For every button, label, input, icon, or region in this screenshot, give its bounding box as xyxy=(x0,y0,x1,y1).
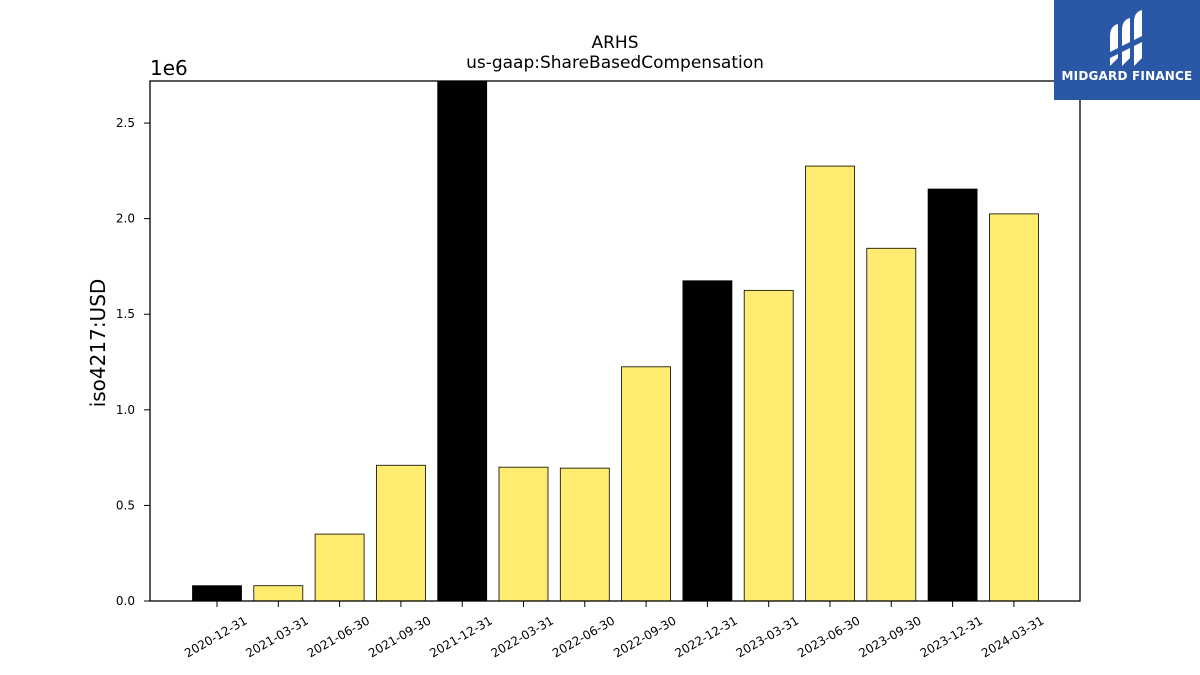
y-tick-label: 2.0 xyxy=(116,212,135,226)
x-tick-label: 2022-09-30 xyxy=(611,613,678,660)
bar-2022-09-30 xyxy=(621,366,671,602)
y-axis-label: iso4217:USD xyxy=(86,279,110,408)
bar-2022-03-31 xyxy=(498,466,549,602)
bar-2023-03-31 xyxy=(743,289,794,602)
midgard-logo-icon xyxy=(1110,10,1142,66)
bars-group xyxy=(192,80,1039,602)
y-tick-label: 0.0 xyxy=(116,594,135,608)
x-tick-label: 2023-06-30 xyxy=(795,613,862,660)
bar-2021-09-30 xyxy=(375,464,426,602)
logo-text: MIDGARD FINANCE xyxy=(1061,69,1193,83)
x-tick-label: 2022-06-30 xyxy=(550,613,617,660)
y-tick-label: 1.5 xyxy=(116,307,135,321)
midgard-finance-logo: MIDGARD FINANCE xyxy=(1054,0,1200,100)
x-tick-label: 2022-12-31 xyxy=(672,613,739,660)
bar-2021-03-31 xyxy=(253,585,304,602)
bar-2020-12-31 xyxy=(192,585,242,602)
x-tick-label: 2023-03-31 xyxy=(734,613,801,660)
bar-2022-12-31 xyxy=(682,280,733,602)
x-tick-label: 2021-12-31 xyxy=(427,613,494,660)
bar-2023-09-30 xyxy=(866,247,917,602)
x-tick-label: 2023-12-31 xyxy=(918,613,985,660)
y-ticks-group: 0.0 0.5 1.0 1.5 2.0 2.5 xyxy=(116,116,150,608)
chart-title: ARHS xyxy=(591,33,638,53)
bar-2021-12-31 xyxy=(437,80,488,602)
bar-2021-06-30 xyxy=(314,533,365,602)
bar-2022-06-30 xyxy=(559,467,610,602)
x-tick-label: 2022-03-31 xyxy=(489,613,556,660)
x-tick-label: 2023-09-30 xyxy=(856,613,923,660)
x-tick-label: 2021-03-31 xyxy=(243,613,310,660)
x-tick-label: 2020-12-31 xyxy=(182,613,249,660)
plot-frame xyxy=(149,80,1081,602)
bar-2023-12-31 xyxy=(927,188,978,602)
y-tick-label: 1.0 xyxy=(116,403,135,417)
x-tick-label: 2021-09-30 xyxy=(366,613,433,660)
x-tick-label: 2021-06-30 xyxy=(305,613,372,660)
y-tick-label: 0.5 xyxy=(116,498,135,512)
y-offset-label: 1e6 xyxy=(150,56,188,80)
chart-subtitle: us-gaap:ShareBasedCompensation xyxy=(466,53,764,73)
bar-2023-06-30 xyxy=(805,165,855,602)
bar-2024-03-31 xyxy=(989,213,1039,602)
y-tick-label: 2.5 xyxy=(116,116,135,130)
x-tick-label: 2024-03-31 xyxy=(979,613,1046,660)
x-ticks-group: 2020-12-312021-03-312021-06-302021-09-30… xyxy=(182,601,1046,660)
